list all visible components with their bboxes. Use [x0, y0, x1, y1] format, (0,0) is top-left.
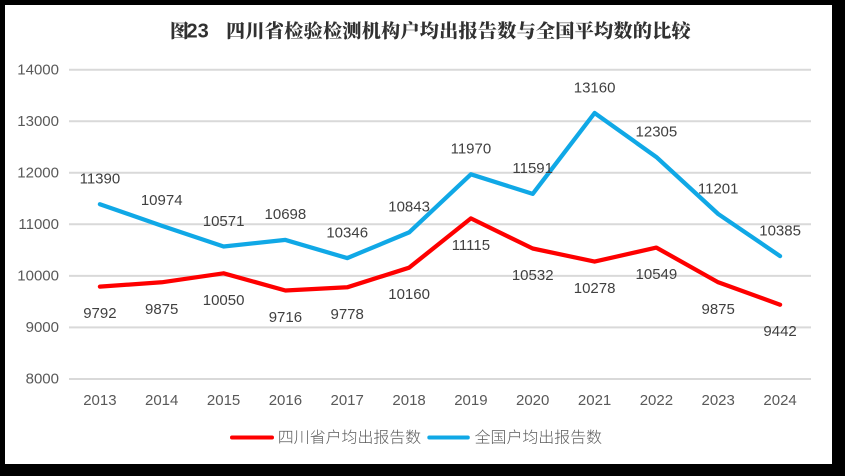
svg-text:23: 23: [187, 21, 209, 43]
svg-text:10385: 10385: [759, 222, 801, 239]
svg-text:2017: 2017: [331, 392, 364, 409]
svg-text:2024: 2024: [763, 392, 796, 409]
svg-text:11970: 11970: [451, 141, 492, 158]
svg-text:11000: 11000: [18, 216, 59, 233]
svg-text:2015: 2015: [207, 392, 240, 409]
svg-text:10974: 10974: [141, 192, 183, 209]
svg-text:13160: 13160: [574, 79, 616, 96]
svg-text:2014: 2014: [145, 392, 178, 409]
svg-text:2016: 2016: [269, 392, 302, 409]
svg-text:9875: 9875: [702, 301, 735, 318]
svg-text:10532: 10532: [512, 267, 554, 284]
svg-text:9442: 9442: [763, 323, 796, 340]
svg-text:11591: 11591: [512, 160, 553, 177]
svg-text:2023: 2023: [702, 392, 735, 409]
svg-text:10698: 10698: [265, 206, 307, 223]
svg-text:10549: 10549: [636, 266, 678, 283]
svg-text:2022: 2022: [640, 392, 673, 409]
svg-text:10346: 10346: [326, 224, 368, 241]
svg-text:13000: 13000: [17, 113, 59, 130]
svg-text:10843: 10843: [388, 199, 430, 216]
svg-text:2021: 2021: [578, 392, 611, 409]
svg-text:11115: 11115: [452, 237, 490, 254]
svg-text:12305: 12305: [636, 123, 678, 140]
svg-text:14000: 14000: [17, 61, 59, 78]
svg-text:10278: 10278: [574, 280, 616, 297]
svg-text:10571: 10571: [203, 213, 245, 230]
svg-text:9875: 9875: [145, 301, 178, 318]
svg-text:2019: 2019: [454, 392, 487, 409]
svg-text:2013: 2013: [83, 392, 116, 409]
svg-text:11390: 11390: [80, 171, 121, 188]
svg-text:2020: 2020: [516, 392, 549, 409]
svg-text:8000: 8000: [26, 371, 59, 388]
svg-text:9000: 9000: [26, 319, 59, 336]
svg-text:9716: 9716: [269, 309, 302, 326]
svg-text:12000: 12000: [17, 164, 59, 181]
svg-text:10160: 10160: [388, 286, 430, 303]
svg-text:9792: 9792: [83, 305, 116, 322]
svg-text:2018: 2018: [392, 392, 425, 409]
svg-text:10000: 10000: [17, 268, 59, 285]
svg-text:11201: 11201: [698, 180, 739, 197]
svg-text:9778: 9778: [331, 306, 364, 323]
svg-text:10050: 10050: [203, 292, 245, 309]
